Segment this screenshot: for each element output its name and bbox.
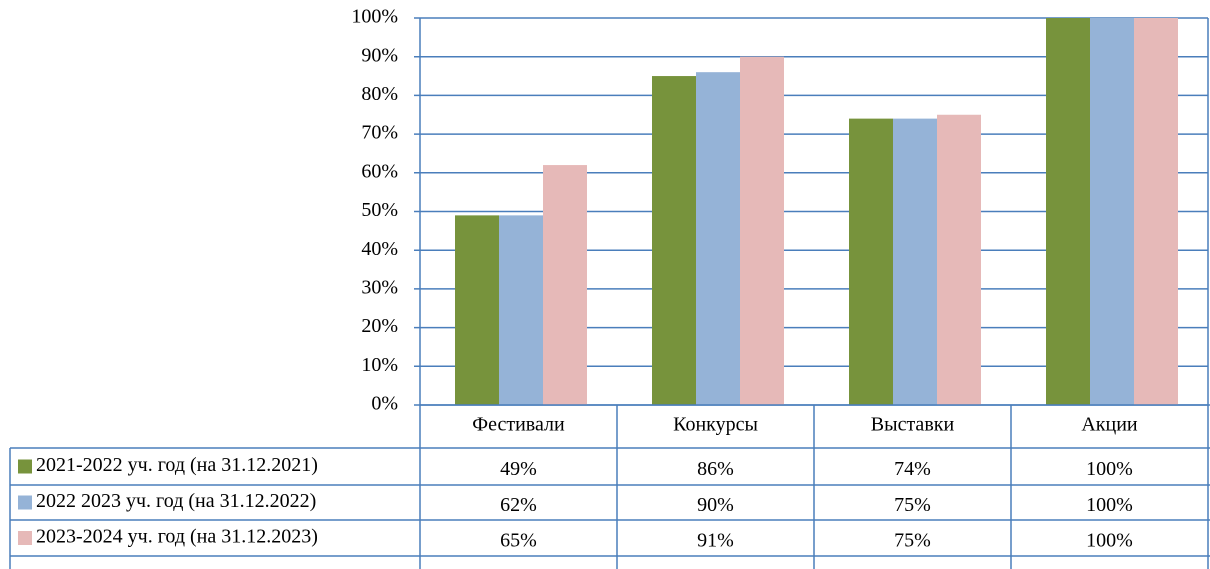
- y-tick-label: 70%: [361, 122, 398, 144]
- x-tick-label: Акции: [1081, 414, 1138, 436]
- y-tick-label: 80%: [361, 83, 398, 105]
- x-tick-label: Конкурсы: [673, 414, 758, 436]
- table-cell: 100%: [1086, 494, 1133, 516]
- table-cell: 74%: [894, 458, 931, 480]
- bar: [1090, 18, 1134, 405]
- table-cell: 90%: [697, 494, 734, 516]
- bar: [849, 118, 893, 406]
- y-tick-label: 0%: [371, 393, 398, 415]
- bar: [1134, 18, 1178, 405]
- table-cell: 100%: [1086, 530, 1133, 552]
- bar: [1046, 18, 1090, 405]
- legend-swatch: [18, 495, 32, 510]
- bar: [937, 114, 981, 405]
- table-cell: 100%: [1086, 458, 1133, 480]
- legend-label: 2021-2022 уч. год (на 31.12.2021): [36, 454, 318, 476]
- bar: [499, 215, 543, 405]
- bar: [740, 56, 784, 405]
- y-tick-label: 10%: [361, 354, 398, 376]
- table-cell: 62%: [500, 494, 537, 516]
- y-tick-label: 90%: [361, 44, 398, 66]
- y-tick-label: 40%: [361, 238, 398, 260]
- legend-label: 2022 2023 уч. год (на 31.12.2022): [36, 490, 316, 512]
- bar: [696, 72, 740, 406]
- y-tick-label: 50%: [361, 199, 398, 221]
- bar: [543, 165, 587, 405]
- x-tick-label: Фестивали: [472, 414, 565, 436]
- x-tick-label: Выставки: [871, 414, 955, 436]
- y-tick-label: 20%: [361, 315, 398, 337]
- y-tick-label: 60%: [361, 160, 398, 182]
- legend-swatch: [18, 531, 32, 545]
- table-cell: 65%: [500, 530, 537, 552]
- table-cell: 49%: [500, 458, 537, 480]
- table-cell: 91%: [697, 530, 734, 552]
- y-tick-label: 100%: [351, 6, 398, 28]
- table-cell: 86%: [697, 458, 734, 480]
- legend-label: 2023-2024 уч. год (на 31.12.2023): [36, 526, 318, 548]
- bar: [455, 215, 499, 405]
- table-cell: 75%: [894, 494, 931, 516]
- table-cell: 75%: [894, 530, 931, 552]
- y-tick-label: 30%: [361, 276, 398, 298]
- bar: [893, 118, 937, 406]
- bar: [652, 76, 696, 406]
- legend-swatch: [18, 459, 32, 474]
